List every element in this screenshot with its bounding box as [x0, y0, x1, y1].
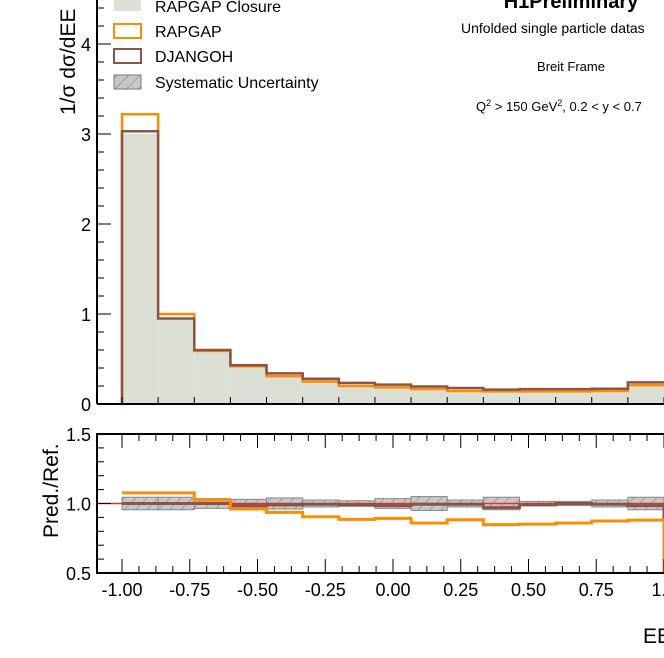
chart-title: H1Preliminary [504, 0, 639, 13]
legend-swatch-rapgap [113, 23, 142, 39]
bar-closure [122, 134, 159, 404]
x-axis-title: EE [643, 625, 664, 648]
bar-closure [411, 387, 448, 404]
annotation-frame: Breit Frame [537, 59, 605, 74]
x-tick-label: 0.50 [511, 580, 546, 600]
annotation-cuts: Q2 > 150 GeV2, 0.2 < y < 0.7 [476, 98, 642, 114]
bar-closure [591, 389, 628, 404]
ratio-y-tick-label: 1.0 [66, 495, 91, 515]
ratio-y-tick-label: 0.5 [66, 564, 91, 584]
x-tick-label: -0.75 [169, 580, 210, 600]
y-axis-title: 1/σ dσ/dEE [57, 9, 80, 115]
legend-label-closure: RAPGAP Closure [155, 0, 281, 16]
y-tick-label: 4 [81, 35, 91, 55]
bar-closure [627, 384, 664, 404]
ratio-line-rapgap [122, 491, 664, 573]
x-tick-label: 0.75 [579, 580, 614, 600]
x-tick-label: -1.00 [101, 580, 142, 600]
ratio-y-tick-label: 1.5 [66, 425, 91, 445]
x-tick-label: 1.0 [651, 580, 664, 600]
legend-label-syst: Systematic Uncertainty [155, 75, 319, 92]
annotation-dataset: Unfolded single particle datas [461, 20, 645, 36]
bar-closure [555, 390, 592, 404]
bar-closure [266, 375, 303, 404]
legend-label-rapgap: RAPGAP [155, 24, 222, 41]
bar-closure [447, 389, 484, 404]
x-tick-label: -0.50 [237, 580, 278, 600]
bar-closure [519, 390, 556, 404]
bar-closure [374, 386, 412, 404]
bar-closure [338, 384, 375, 404]
legend-swatch-closure [114, 0, 141, 11]
x-tick-label: -0.25 [305, 580, 346, 600]
bar-closure [230, 366, 267, 404]
legend-label-djangoh: DJANGOH [155, 49, 233, 66]
legend: RAPGAP Closure RAPGAP DJANGOH Systematic… [113, 0, 319, 92]
ratio-y-axis-title: Pred./Ref. [40, 443, 63, 538]
y-tick-label: 2 [81, 215, 91, 235]
bar-closure [302, 379, 339, 404]
ratio-line-djangoh [122, 502, 664, 573]
y-tick-label: 1 [81, 305, 91, 325]
x-tick-label: 0.25 [443, 580, 478, 600]
bar-closure [158, 318, 195, 404]
legend-swatch-djangoh [113, 48, 142, 64]
x-tick-label: 0.00 [375, 580, 410, 600]
y-tick-label: 0 [81, 395, 91, 415]
bar-closure [194, 350, 231, 404]
legend-swatch-syst [113, 74, 142, 90]
series-line-djangoh [120, 130, 664, 404]
bar-closure [483, 390, 520, 404]
y-tick-label: 3 [81, 125, 91, 145]
